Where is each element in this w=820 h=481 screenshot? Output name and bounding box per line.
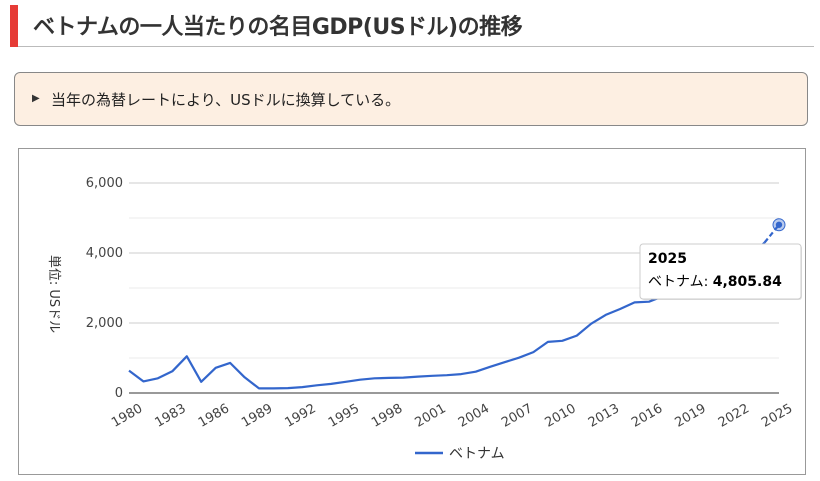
tooltip-value: 4,805.84 (713, 274, 782, 290)
legend-label: ベトナム (449, 446, 505, 462)
note-text: 当年の為替レートにより、USドルに換算している。 (51, 91, 401, 109)
y-tick-label: 2,000 (86, 316, 123, 331)
x-tick-label: 2025 (759, 401, 795, 431)
note-box: ▶ 当年の為替レートにより、USドルに換算している。 (14, 72, 808, 126)
y-axis-label: 単位: USドル (46, 255, 62, 333)
tooltip-year: 2025 (648, 251, 687, 267)
x-tick-label: 2004 (456, 401, 492, 431)
x-tick-label: 2010 (543, 401, 579, 431)
x-tick-label: 1989 (239, 401, 275, 431)
page-header: ベトナムの一人当たりの名目GDP(USドル)の推移 (10, 5, 814, 47)
chart-container: 0 2,000 4,000 6,000 1980 1983 1986 1989 1992 199… (18, 148, 806, 475)
y-tick-label: 0 (115, 386, 123, 401)
x-tick-label: 2022 (716, 401, 752, 431)
page-title: ベトナムの一人当たりの名目GDP(USドル)の推移 (33, 15, 523, 40)
x-tick-label: 1998 (369, 401, 405, 431)
x-tick-label: 1983 (153, 401, 189, 431)
bullet-icon: ▶ (32, 93, 40, 104)
x-tick-label: 1986 (196, 401, 232, 431)
x-tick-label: 2016 (629, 401, 665, 431)
y-tick-label: 6,000 (86, 176, 123, 191)
tooltip-box (639, 243, 802, 300)
x-tick-label: 2019 (673, 401, 709, 431)
x-tick-label: 1992 (283, 401, 319, 431)
x-tick-label: 2001 (413, 401, 449, 431)
x-tick-label: 2007 (499, 401, 535, 431)
x-tick-label: 1980 (109, 401, 145, 431)
y-tick-label: 4,000 (86, 246, 123, 261)
x-tick-label: 1995 (326, 401, 362, 431)
title-accent-bar (10, 5, 18, 47)
x-tick-label: 2013 (586, 401, 622, 431)
series-line-projection (763, 224, 780, 244)
tooltip-series-label: ベトナム: 4,805.84 (648, 274, 782, 290)
data-point (775, 221, 783, 228)
